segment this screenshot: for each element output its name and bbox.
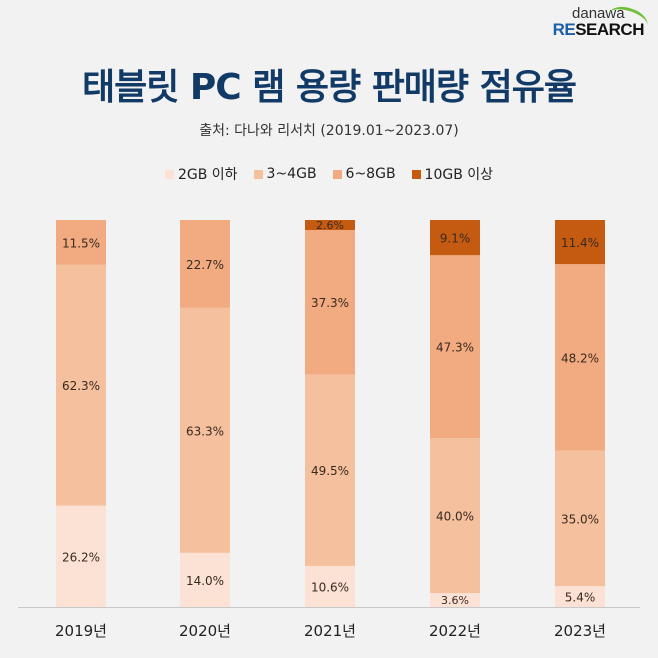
data-label: 2.6% — [316, 219, 344, 232]
bar-segment — [305, 565, 355, 607]
legend-swatch-icon — [164, 169, 174, 179]
legend-swatch-icon — [253, 169, 263, 179]
x-tick-label: 2021년 — [304, 622, 356, 640]
bar-segment — [305, 220, 355, 231]
bar-segment — [305, 374, 355, 566]
bar-segment — [555, 220, 605, 265]
x-tick-label: 2019년 — [55, 622, 107, 640]
danawa-research-logo: danawa RESEARCH — [552, 2, 651, 39]
data-label: 37.3% — [311, 296, 349, 310]
bar-segment — [180, 307, 230, 553]
data-label: 9.1% — [440, 232, 471, 246]
logo-bottom-text: RESEARCH — [552, 20, 645, 39]
bar-segment — [56, 220, 106, 265]
bar-segment — [180, 552, 230, 607]
bar-segment — [305, 230, 355, 375]
data-label: 11.5% — [62, 236, 100, 250]
legend: 2GB 이하 3~4GB 6~8GB 10GB 이상 — [0, 164, 658, 184]
data-label: 14.0% — [186, 574, 224, 588]
chart-subtitle: 출처: 다나와 리서치 (2019.01~2023.07) — [199, 123, 459, 139]
data-label: 62.3% — [62, 379, 100, 393]
data-label: 63.3% — [186, 424, 224, 438]
logo-accent-text: RE — [552, 20, 576, 39]
data-label: 3.6% — [441, 594, 469, 607]
logo-top-text: danawa — [572, 5, 625, 22]
logo-rest-text: SEARCH — [575, 20, 644, 39]
legend-label: 6~8GB — [345, 166, 396, 182]
legend-swatch-icon — [411, 169, 421, 179]
data-label: 10.6% — [311, 580, 349, 594]
legend-item: 10GB 이상 — [411, 164, 494, 184]
x-tick-label: 2020년 — [179, 622, 231, 640]
x-tick-label: 2022년 — [429, 622, 481, 640]
bar-segment — [430, 220, 480, 256]
x-tick-label: 2023년 — [554, 622, 606, 640]
bar-segment — [56, 505, 106, 607]
bar-segment — [555, 264, 605, 451]
legend-item: 3~4GB — [253, 164, 317, 184]
bar-segment — [555, 586, 605, 607]
data-label: 47.3% — [436, 341, 474, 355]
bar-segment — [430, 438, 480, 594]
data-label: 40.0% — [436, 510, 474, 524]
legend-label: 2GB 이하 — [177, 167, 238, 183]
data-label: 35.0% — [561, 512, 599, 526]
bar-segment — [430, 593, 480, 607]
bar-segment — [180, 220, 230, 308]
data-label: 26.2% — [62, 550, 100, 564]
data-label: 22.7% — [186, 258, 224, 272]
bar-segment — [430, 255, 480, 439]
data-label: 48.2% — [561, 351, 599, 365]
legend-swatch-icon — [332, 169, 342, 179]
data-label: 49.5% — [311, 464, 349, 478]
legend-item: 2GB 이하 — [164, 164, 238, 184]
chart-title: 태블릿 PC 램 용량 판매량 점유율 — [82, 67, 577, 108]
legend-item: 6~8GB — [332, 164, 396, 184]
bar-segment — [555, 450, 605, 587]
data-label: 11.4% — [561, 236, 599, 250]
data-label: 5.4% — [565, 591, 596, 605]
bar-segment — [56, 264, 106, 506]
legend-label: 3~4GB — [266, 166, 317, 182]
legend-label: 10GB 이상 — [424, 167, 494, 183]
